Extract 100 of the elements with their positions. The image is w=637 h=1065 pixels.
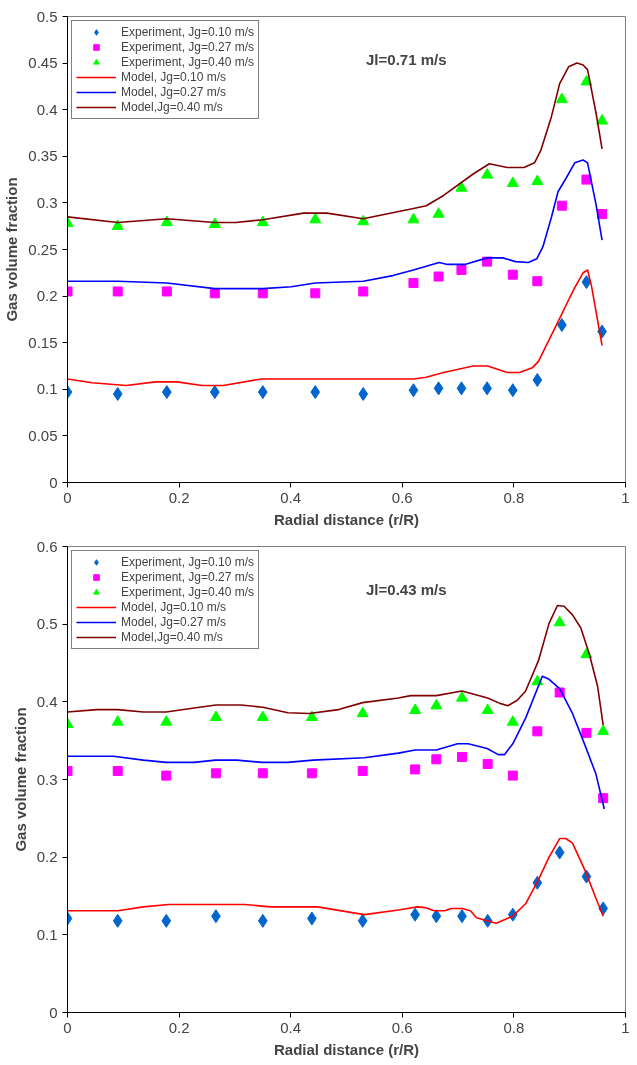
point <box>507 770 518 781</box>
x-tick-label: 0.2 <box>168 488 190 506</box>
y-tick-label: 0.15 <box>28 333 58 351</box>
point <box>358 386 369 401</box>
point <box>257 913 268 928</box>
point <box>160 715 173 726</box>
point <box>554 845 565 860</box>
point <box>407 212 420 224</box>
y-tick-label: 0.4 <box>36 692 58 710</box>
point <box>208 217 221 229</box>
legend-label: Experiment, Jg=0.10 m/s <box>121 555 255 569</box>
y-tick-label: 0.1 <box>36 380 58 398</box>
point <box>310 288 321 299</box>
point <box>111 715 124 726</box>
y-tick-label: 0.4 <box>36 100 58 118</box>
y-tick-label: 0.05 <box>28 426 58 444</box>
point <box>358 286 369 297</box>
x-tick-label: 1 <box>621 488 630 506</box>
y-tick-label: 0 <box>49 473 58 491</box>
line-series <box>67 675 606 810</box>
point <box>432 207 445 218</box>
point <box>431 909 442 924</box>
point <box>256 710 269 722</box>
point <box>507 269 518 280</box>
x-tick-label: 0.8 <box>503 488 525 506</box>
y-tick-label: 0.5 <box>36 7 58 25</box>
point <box>305 710 318 722</box>
point <box>408 278 419 289</box>
point <box>457 751 468 762</box>
point <box>456 691 469 702</box>
point <box>553 615 566 627</box>
annotation: Jl=0.71 m/s <box>366 50 447 68</box>
point <box>532 726 543 737</box>
point <box>433 381 444 396</box>
point <box>596 114 609 125</box>
point <box>112 765 123 776</box>
point <box>306 768 317 779</box>
x-tick-label: 0 <box>63 1018 72 1036</box>
point <box>581 727 592 738</box>
point <box>555 92 568 104</box>
point <box>506 176 519 187</box>
y-tick-label: 0 <box>49 1003 58 1021</box>
annotation: Jl=0.43 m/s <box>366 580 447 598</box>
point <box>209 288 220 299</box>
point <box>410 764 421 775</box>
point <box>357 765 368 776</box>
legend-label: Experiment, Jg=0.40 m/s <box>121 55 255 69</box>
point <box>456 265 467 275</box>
point <box>210 768 221 779</box>
line-series <box>67 269 603 387</box>
legend-label: Experiment, Jg=0.27 m/s <box>121 570 255 584</box>
point <box>356 706 369 718</box>
point <box>257 288 268 299</box>
point <box>433 271 444 282</box>
point <box>357 214 370 226</box>
point <box>506 715 519 726</box>
point <box>409 703 422 715</box>
legend-label: Model,Jg=0.40 m/s <box>121 100 223 114</box>
point <box>507 383 518 398</box>
point <box>161 385 172 400</box>
legend-label: Model,Jg=0.40 m/s <box>121 630 223 644</box>
point <box>481 168 494 179</box>
point <box>257 768 268 779</box>
point <box>112 386 123 401</box>
y-tick-label: 0.45 <box>28 54 58 72</box>
point <box>209 385 220 400</box>
point <box>111 219 124 230</box>
y-tick-label: 0.2 <box>36 848 58 866</box>
legend-label: Experiment, Jg=0.27 m/s <box>121 40 255 54</box>
point <box>408 383 419 398</box>
y-axis-title: Gas volume fraction <box>11 707 29 852</box>
legend-label: Model, Jg=0.10 m/s <box>121 600 227 614</box>
x-tick-label: 1 <box>621 1018 630 1036</box>
legend-label: Model, Jg=0.10 m/s <box>121 70 227 84</box>
legend-label: Model, Jg=0.27 m/s <box>121 85 227 99</box>
point <box>161 286 172 297</box>
x-tick-label: 0.6 <box>391 1018 413 1036</box>
point <box>310 385 321 400</box>
point <box>597 724 610 736</box>
y-tick-label: 0.35 <box>28 147 58 165</box>
legend-label: Experiment, Jg=0.10 m/s <box>121 25 255 39</box>
y-axis-title: Gas volume fraction <box>3 177 21 322</box>
point <box>209 710 222 722</box>
point <box>532 372 543 387</box>
point <box>112 913 123 928</box>
point <box>456 381 467 396</box>
point <box>531 174 544 186</box>
x-tick-label: 0.4 <box>280 1018 302 1036</box>
x-axis-title: Radial distance (r/R) <box>273 1040 420 1058</box>
point <box>482 758 493 769</box>
point <box>161 770 172 781</box>
x-tick-label: 0.2 <box>168 1018 190 1036</box>
point <box>430 698 443 710</box>
x-axis-title: Radial distance (r/R) <box>273 510 420 528</box>
y-tick-label: 0.2 <box>36 287 58 305</box>
x-tick-label: 0.6 <box>391 488 413 506</box>
legend-label: Model, Jg=0.27 m/s <box>121 615 227 629</box>
y-tick-label: 0.6 <box>36 537 58 555</box>
point <box>481 703 494 715</box>
point <box>357 913 368 928</box>
